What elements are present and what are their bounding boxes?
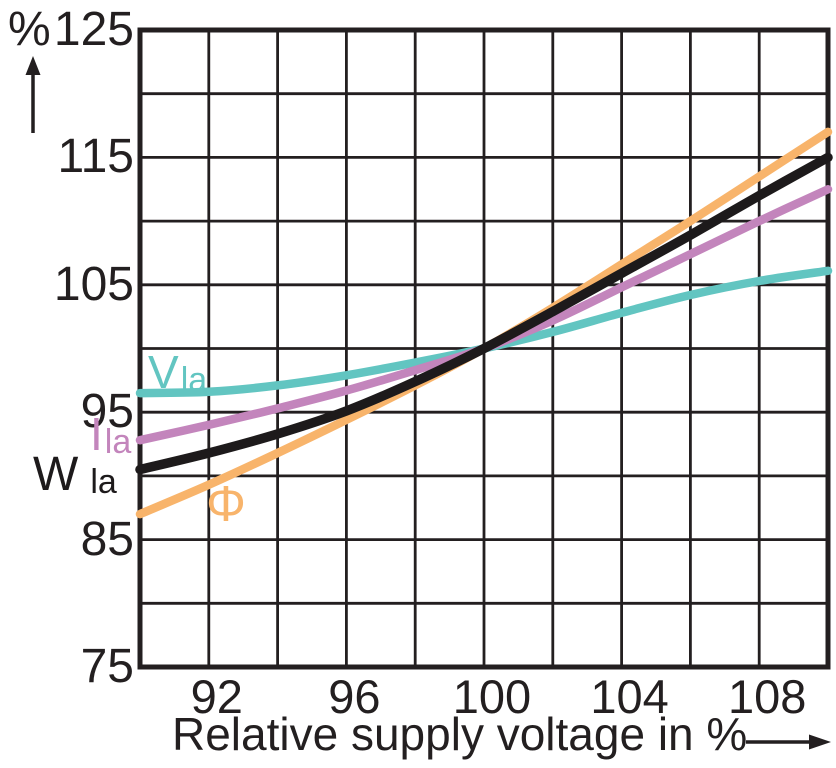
y-tick-label: 115 [57, 130, 134, 184]
x-axis-arrowhead-icon [809, 734, 831, 750]
curve-label-main: Φ [206, 476, 246, 532]
y-tick-label: 125 [53, 3, 134, 56]
y-tick-label: 75 [80, 640, 134, 693]
x-tick-label: 100 [452, 670, 532, 723]
x-tick-label: 104 [590, 670, 669, 723]
plot-border [137, 27, 831, 670]
curve-label-subscript: la [90, 463, 117, 502]
curve-label-main: I [90, 408, 103, 460]
x-tick-label: 108 [727, 670, 807, 723]
x-axis-title: Relative supply voltage in % [172, 708, 748, 760]
y-axis-arrowhead-icon [25, 56, 41, 75]
x-tick-label: 96 [328, 670, 381, 723]
curve-label-lamp-current: Ila [90, 408, 131, 460]
y-tick-label: 95 [80, 385, 134, 439]
curve-lamp-power [135, 152, 833, 475]
curve-label-main: V [148, 346, 179, 398]
x-tick-label: 92 [190, 670, 243, 723]
curve-label-subscript: la [104, 423, 132, 462]
y-tick-label: 105 [53, 257, 134, 311]
curve-label-subscript: la [180, 361, 208, 400]
curve-label-main: W [33, 448, 79, 501]
curve-label-lamp-voltage: Vla [148, 346, 207, 398]
y-axis-unit-label: % [8, 3, 51, 56]
y-tick-label: 85 [80, 512, 134, 566]
curve-label-luminous-flux: Φ [206, 479, 246, 529]
